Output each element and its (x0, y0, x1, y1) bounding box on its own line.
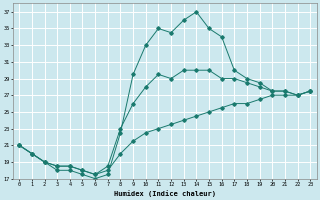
X-axis label: Humidex (Indice chaleur): Humidex (Indice chaleur) (114, 190, 216, 197)
